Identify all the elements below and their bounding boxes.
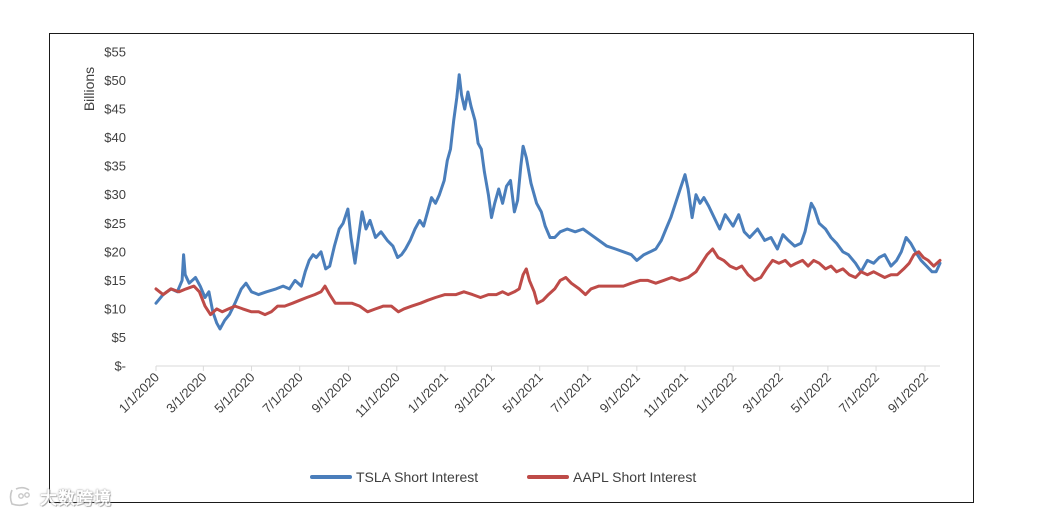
x-tick-label: 1/1/2020 (116, 370, 162, 416)
legend-label-tsla: TSLA Short Interest (356, 469, 478, 485)
watermark-text: 大数跨境 (40, 489, 112, 509)
y-axis-title: Billions (81, 67, 97, 111)
y-tick-label: $50 (104, 73, 126, 88)
x-tick-label: 5/1/2020 (211, 370, 257, 416)
x-tick-label: 11/1/2020 (352, 370, 403, 421)
x-tick-label: 1/1/2022 (693, 370, 739, 416)
x-tick-label: 7/1/2022 (836, 370, 882, 416)
watermark: 大数跨境 (8, 484, 112, 509)
y-tick-label: $- (114, 359, 126, 374)
x-tick-label: 7/1/2020 (259, 370, 305, 416)
legend-label-aapl: AAPL Short Interest (573, 469, 696, 485)
x-tick-label: 9/1/2022 (885, 370, 931, 416)
y-tick-label: $55 (104, 45, 126, 60)
y-axis-ticks: $- $5 $10 $15 $20 $25 $30 $35 $40 $45 $50 $55 (104, 45, 126, 374)
y-tick-label: $15 (104, 273, 126, 288)
y-tick-label: $20 (104, 244, 126, 259)
x-tick-label: 1/1/2021 (405, 370, 451, 416)
y-tick-label: $25 (104, 216, 126, 231)
legend-item-aapl: AAPL Short Interest (527, 469, 696, 485)
x-tick-label: 5/1/2022 (788, 370, 834, 416)
x-tick-label: 3/1/2022 (739, 370, 785, 416)
chart-frame: Billions $- $5 $10 $15 $20 $25 $30 $35 $40 $45 $50… (49, 33, 974, 503)
brand-logo-icon (9, 486, 30, 506)
x-tick-label: 11/1/2021 (640, 370, 691, 421)
x-tick-label: 3/1/2020 (163, 370, 209, 416)
y-tick-label: $45 (104, 102, 126, 117)
legend-item-tsla: TSLA Short Interest (310, 469, 478, 485)
y-tick-label: $30 (104, 187, 126, 202)
line-chart: Billions $- $5 $10 $15 $20 $25 $30 $35 $40 $45 $50… (81, 45, 942, 485)
series-line-tsla (154, 73, 942, 331)
y-tick-label: $5 (112, 330, 126, 345)
x-tick-label: 3/1/2021 (451, 370, 497, 416)
y-axis-title-group: Billions (81, 67, 97, 111)
legend: TSLA Short Interest AAPL Short Interest (310, 469, 696, 485)
x-tick-label: 9/1/2020 (308, 370, 354, 416)
x-tick-label: 9/1/2021 (597, 370, 643, 416)
x-tick-label: 5/1/2021 (499, 370, 545, 416)
x-axis-ticks: 1/1/2020 3/1/2020 5/1/2020 7/1/2020 9/1/2020… (116, 366, 931, 420)
series-lines (154, 73, 942, 331)
series-line-aapl (154, 247, 942, 317)
y-tick-label: $40 (104, 130, 126, 145)
x-tick-label: 7/1/2021 (548, 370, 594, 416)
y-tick-label: $10 (104, 301, 126, 316)
y-tick-label: $35 (104, 159, 126, 174)
